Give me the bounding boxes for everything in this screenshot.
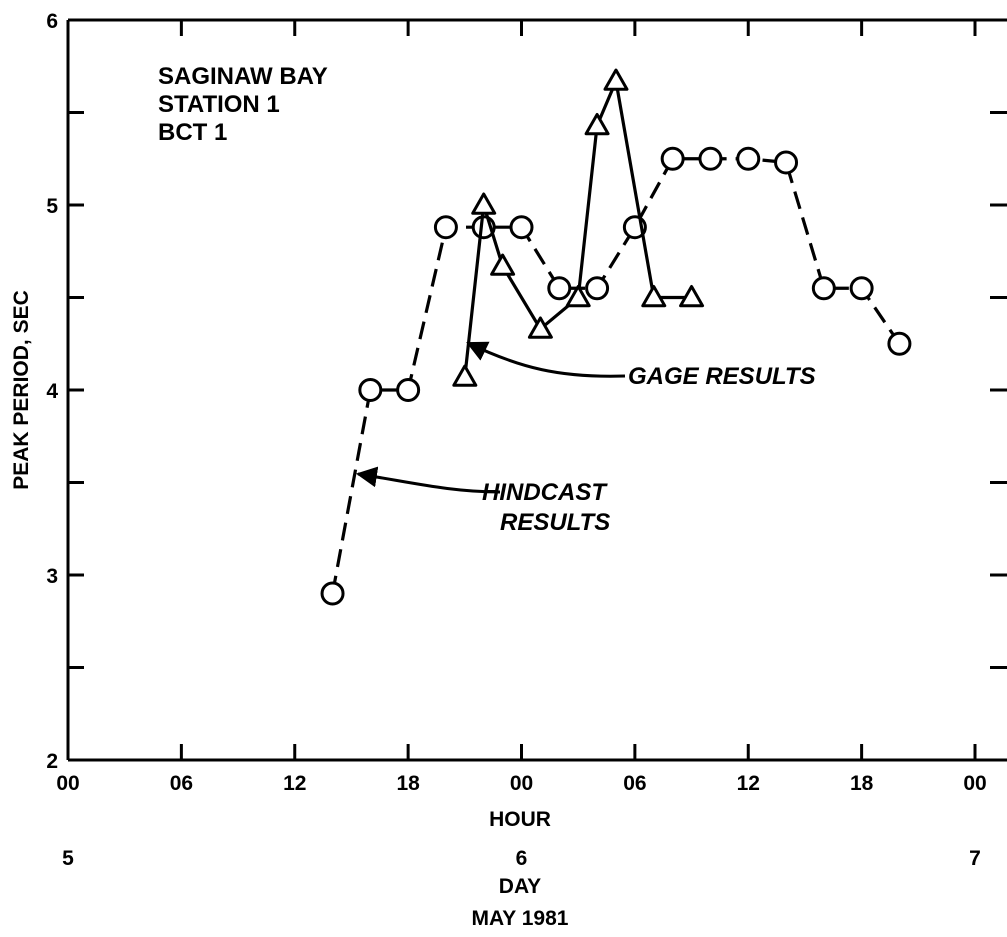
hindcast-point-12 xyxy=(774,150,799,175)
title-line-3: BCT 1 xyxy=(158,119,227,146)
series-gage-results xyxy=(452,68,705,387)
hindcast-point-2 xyxy=(396,378,421,402)
y-tick-label-0: 2 xyxy=(46,750,58,773)
hindcast-point-15 xyxy=(887,331,912,356)
day-tick-label-2: 7 xyxy=(969,847,981,870)
y-tick-label-2: 4 xyxy=(46,380,58,403)
x-axis-label: HOUR xyxy=(489,808,551,831)
gage-point-1 xyxy=(471,192,497,215)
hindcast-point-9 xyxy=(660,146,685,171)
y-tick-label-1: 3 xyxy=(46,565,58,588)
hindcast-point-10 xyxy=(698,146,723,171)
x-tick-label-7: 18 xyxy=(850,772,874,795)
day-tick-label-0: 5 xyxy=(62,847,74,870)
y-axis-label: PEAK PERIOD, SEC xyxy=(10,290,33,490)
hindcast-point-14 xyxy=(849,276,874,301)
series-line-gage-results xyxy=(463,79,692,378)
x-tick-label-3: 18 xyxy=(396,772,420,795)
hindcast-arrow xyxy=(355,466,501,494)
x-tick-label-0: 00 xyxy=(56,772,79,795)
hindcast-point-1 xyxy=(358,378,383,402)
day-tick-label-1: 6 xyxy=(516,847,528,870)
hindcast-point-13 xyxy=(811,276,836,301)
hindcast-point-11 xyxy=(736,146,761,171)
axis-ticks xyxy=(66,18,1007,762)
title-line-1: SAGINAW BAY xyxy=(158,63,328,90)
gage-annotation: GAGE RESULTS xyxy=(466,341,816,390)
gage-point-4 xyxy=(565,285,591,308)
gage-point-3 xyxy=(527,316,553,339)
hindcast-point-6 xyxy=(547,276,572,301)
x-tick-label-4: 00 xyxy=(510,772,533,795)
data-series xyxy=(320,68,912,606)
hindcast-point-7 xyxy=(585,276,610,301)
gage-point-8 xyxy=(679,285,705,308)
x-tick-label-5: 06 xyxy=(623,772,646,795)
gage-annotation-text: GAGE RESULTS xyxy=(628,363,816,390)
gage-point-6 xyxy=(603,68,629,91)
hindcast-annotation-line-1: HINDCAST xyxy=(482,479,608,506)
y-tick-label-4: 6 xyxy=(46,10,58,33)
hindcast-point-5 xyxy=(509,215,534,240)
title-line-2: STATION 1 xyxy=(158,91,280,118)
x-tick-label-8: 00 xyxy=(963,772,986,795)
x-tick-label-6: 12 xyxy=(737,772,760,795)
gage-point-2 xyxy=(490,253,516,276)
hindcast-annotation: HINDCAST RESULTS xyxy=(355,466,610,536)
y-tick-label-3: 5 xyxy=(46,195,58,218)
gage-arrow xyxy=(466,341,626,378)
title-block: SAGINAW BAY STATION 1 BCT 1 xyxy=(158,63,328,146)
x-tick-label-2: 12 xyxy=(283,772,306,795)
x-tick-label-1: 06 xyxy=(170,772,193,795)
series-line-hindcast-results xyxy=(330,157,901,594)
hindcast-point-3 xyxy=(433,215,458,240)
hindcast-annotation-line-2: RESULTS xyxy=(500,509,610,536)
day-label: DAY xyxy=(499,875,541,898)
gage-point-5 xyxy=(584,112,610,136)
month-label: MAY 1981 xyxy=(472,907,569,930)
gage-point-0 xyxy=(452,364,478,387)
hindcast-point-0 xyxy=(320,581,345,606)
gage-point-7 xyxy=(641,285,667,308)
